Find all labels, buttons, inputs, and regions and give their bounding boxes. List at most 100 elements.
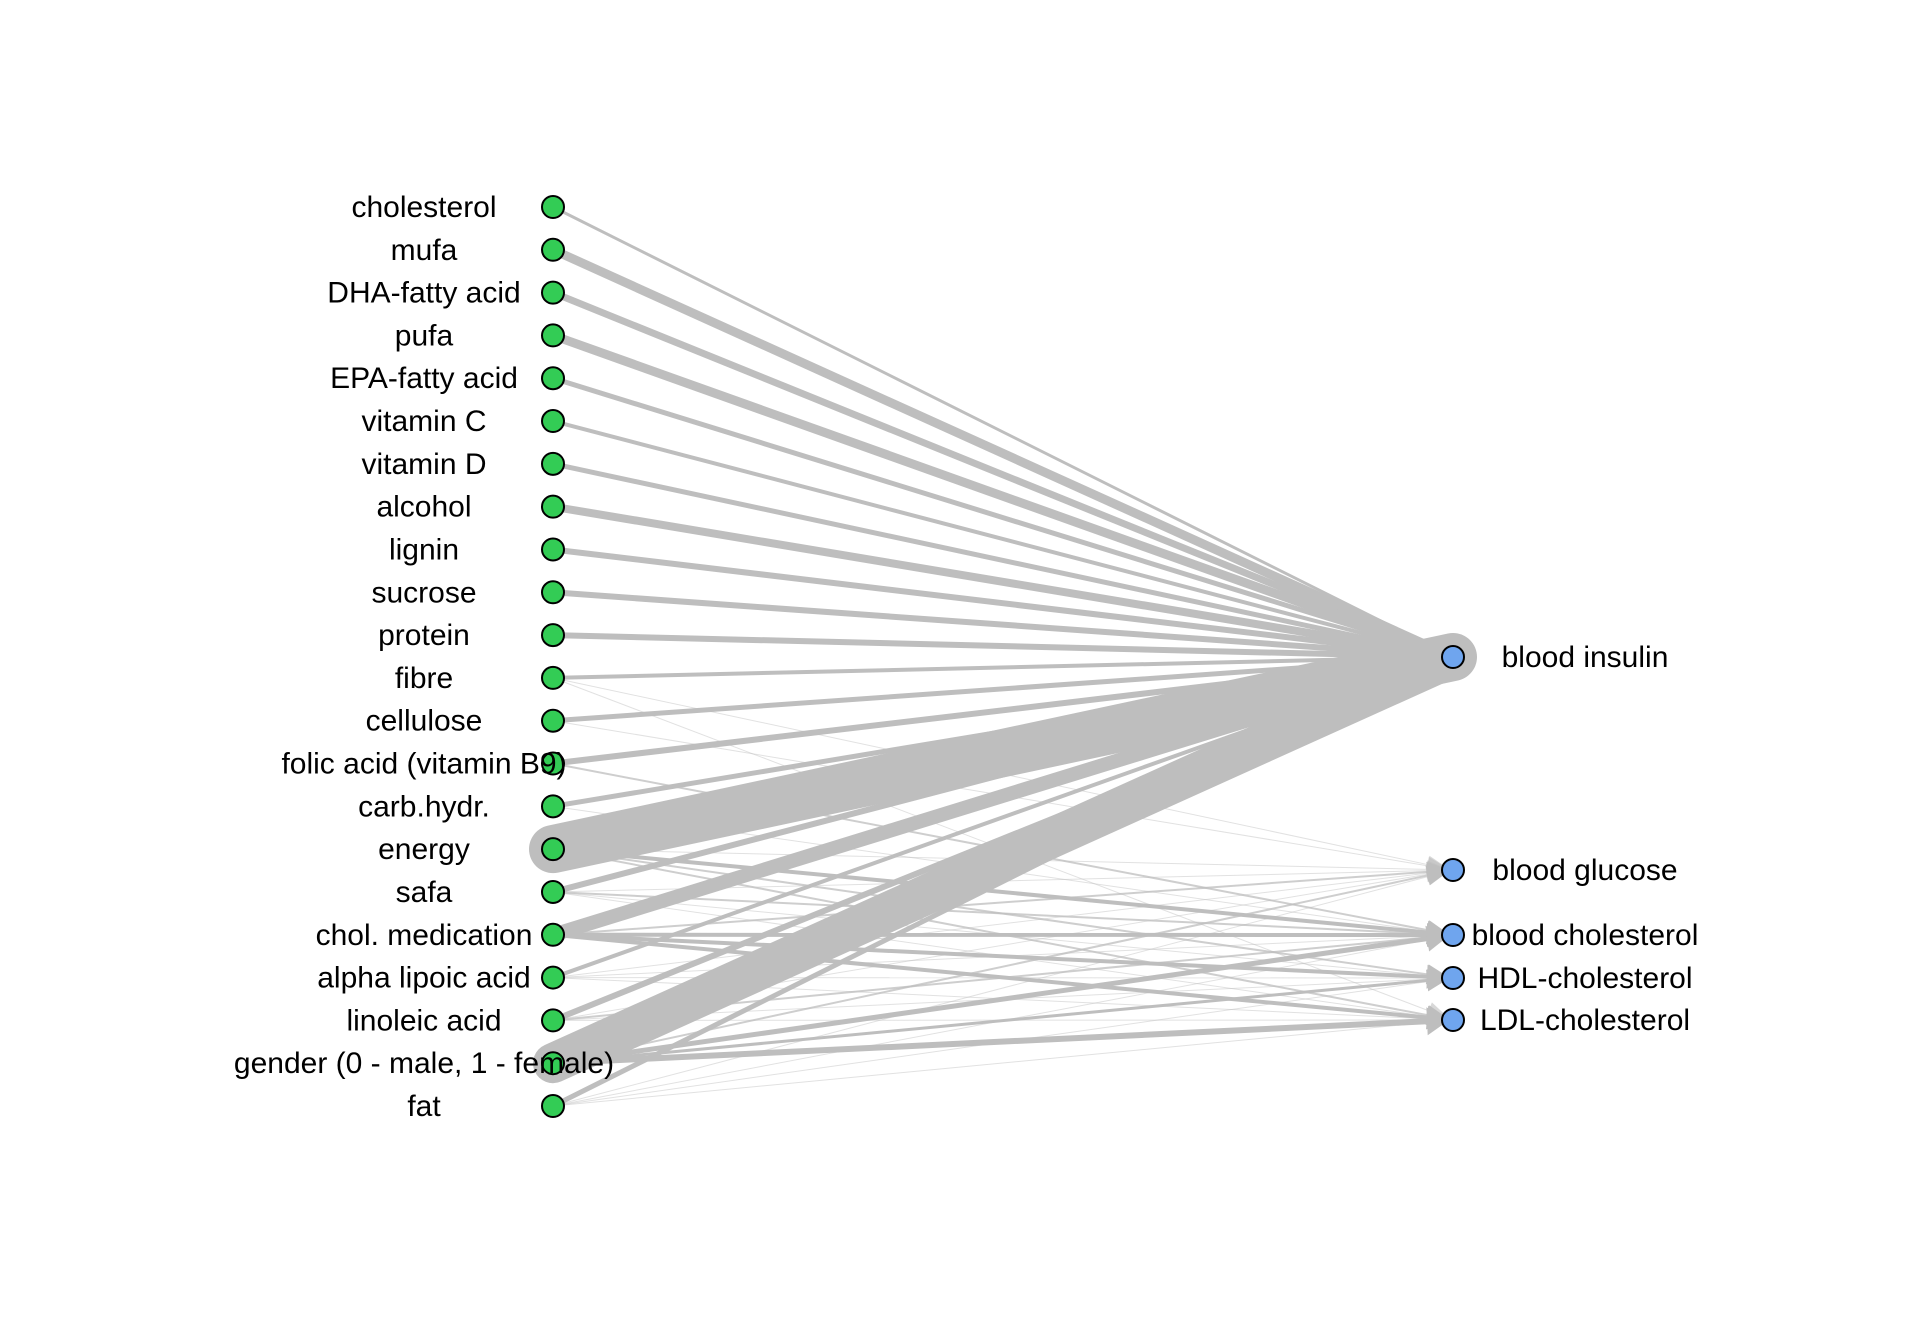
source-node-cellulose[interactable] — [541, 708, 565, 733]
edge-mufa-to-insulin — [551, 245, 1455, 662]
source-node-label: cholesterol — [351, 191, 496, 224]
labels-layer: cholesterol mufa DHA-fatty acid pufa EPA-fat… — [234, 191, 1698, 1123]
source-node-vitd[interactable] — [541, 451, 565, 476]
source-node-linoleic[interactable] — [541, 1008, 565, 1033]
target-node-hdl[interactable] — [1441, 966, 1465, 990]
nodes-layer — [541, 195, 1465, 1118]
target-node-label: blood insulin — [1502, 641, 1669, 674]
edge-vitc-to-insulin — [552, 419, 1454, 659]
arrowhead — [1426, 964, 1450, 989]
source-node-alpha[interactable] — [541, 965, 565, 990]
source-node-label: safa — [396, 876, 453, 909]
edge-energy-to-insulin — [529, 633, 1477, 874]
edge-line — [552, 932, 1428, 1020]
edge-line — [552, 890, 1428, 935]
edge-lignin-to-insulin — [552, 546, 1454, 660]
source-node-vitc[interactable] — [541, 409, 565, 434]
edge-line — [552, 461, 1454, 660]
edge-line — [552, 1021, 1428, 1107]
edge-epa-to-insulin — [552, 375, 1454, 660]
edge-line — [552, 876, 1428, 1107]
edge-gender-to-bchol — [552, 925, 1450, 1066]
source-node-epa[interactable] — [541, 366, 565, 391]
target-node-label: LDL-cholesterol — [1480, 1004, 1690, 1037]
edge-line — [552, 546, 1454, 660]
source-node-label: alpha lipoic acid — [317, 962, 530, 995]
edge-line — [552, 655, 1454, 680]
edge-gender-to-insulin — [533, 637, 1473, 1084]
edge-line — [552, 589, 1454, 660]
source-node-mufa[interactable] — [541, 237, 565, 262]
edge-cholesterol-to-insulin — [552, 205, 1454, 659]
target-node-glucose[interactable] — [1441, 858, 1465, 882]
target-node-label: blood glucose — [1492, 854, 1677, 887]
source-node-label: alcohol — [376, 491, 471, 524]
source-node-label: sucrose — [371, 576, 476, 609]
edge-pufa-to-insulin — [551, 331, 1455, 662]
source-node-label: folic acid (vitamin B9) — [281, 748, 566, 781]
source-node-dha[interactable] — [541, 280, 565, 305]
source-node-cholmed[interactable] — [541, 922, 565, 947]
edge-line — [552, 848, 1428, 1017]
edge-line — [552, 205, 1454, 659]
edge-line — [552, 502, 1454, 661]
edge-line — [552, 847, 1428, 935]
edge-line — [529, 633, 1477, 874]
source-node-label: energy — [378, 833, 470, 866]
edges-layer — [529, 205, 1477, 1109]
edge-line — [552, 936, 1428, 1066]
edge-line — [552, 932, 1428, 979]
edge-cholmed-to-hdl — [552, 932, 1450, 989]
target-node-label: blood cholesterol — [1472, 919, 1699, 952]
target-node-ldl[interactable] — [1441, 1008, 1465, 1032]
source-node-label: vitamin C — [361, 405, 486, 438]
source-node-lignin[interactable] — [541, 537, 565, 562]
edge-gender-to-ldl — [552, 1007, 1450, 1067]
edge-line — [552, 978, 1428, 1065]
edge-line — [552, 1018, 1428, 1067]
source-node-label: linoleic acid — [346, 1004, 501, 1037]
target-node-label: HDL-cholesterol — [1477, 962, 1692, 995]
source-node-label: mufa — [391, 234, 458, 267]
edge-sucrose-to-insulin — [552, 589, 1454, 660]
source-node-label: carb.hydr. — [358, 790, 490, 823]
source-node-label: fat — [407, 1090, 441, 1123]
source-node-label: fibre — [395, 662, 453, 695]
source-node-protein[interactable] — [541, 623, 565, 648]
source-node-label: vitamin D — [361, 448, 486, 481]
source-node-alcohol[interactable] — [541, 494, 565, 519]
source-node-sucrose[interactable] — [541, 580, 565, 605]
source-node-label: lignin — [389, 533, 459, 566]
edge-alcohol-to-insulin — [552, 502, 1454, 661]
edge-vitd-to-insulin — [552, 461, 1454, 660]
target-node-insulin[interactable] — [1441, 645, 1465, 669]
arrowhead — [1425, 925, 1450, 952]
source-node-label: protein — [378, 619, 470, 652]
edge-line — [552, 848, 1428, 976]
source-node-label: DHA-fatty acid — [327, 277, 520, 310]
edge-fibre-to-insulin — [552, 655, 1454, 680]
source-node-gender[interactable] — [541, 1051, 565, 1076]
target-node-bchol[interactable] — [1441, 923, 1465, 947]
edge-dha-to-insulin — [551, 289, 1455, 661]
source-node-folic[interactable] — [541, 751, 565, 776]
edge-line — [551, 331, 1455, 662]
source-node-fat[interactable] — [541, 1094, 565, 1118]
edge-line — [552, 419, 1454, 659]
edge-line — [533, 637, 1473, 1084]
edge-line — [551, 245, 1455, 662]
source-node-label: EPA-fatty acid — [330, 362, 518, 395]
source-node-fibre[interactable] — [541, 665, 565, 690]
source-node-label: chol. medication — [316, 919, 533, 952]
source-node-carb[interactable] — [541, 794, 565, 819]
source-node-pufa[interactable] — [541, 323, 565, 348]
source-node-energy[interactable] — [541, 837, 565, 862]
source-node-cholesterol[interactable] — [541, 195, 565, 219]
edge-line — [552, 632, 1454, 660]
source-node-safa[interactable] — [541, 879, 565, 904]
source-node-label: cellulose — [366, 705, 483, 738]
edge-line — [552, 375, 1454, 660]
edge-line — [551, 289, 1455, 661]
